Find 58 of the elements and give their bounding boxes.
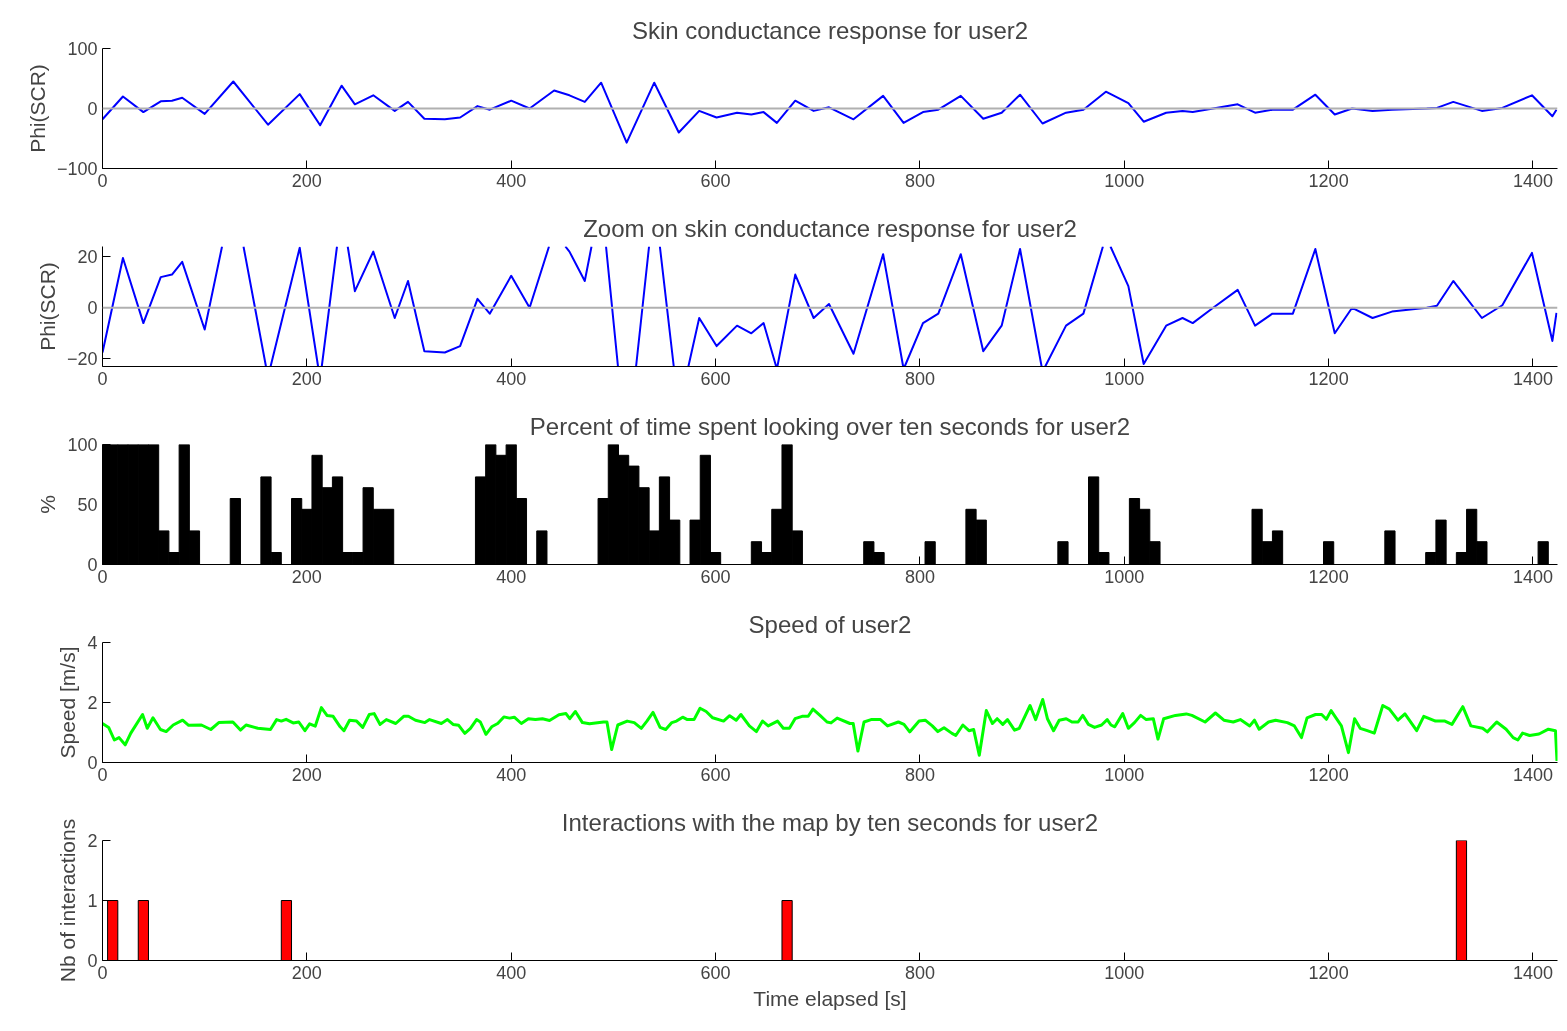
x-tick-label: 600 <box>700 566 731 587</box>
x-tick-label: 800 <box>904 368 935 389</box>
x-tick-label: 1000 <box>1104 962 1145 983</box>
x-axis-title: Time elapsed [s] <box>753 986 907 1010</box>
x-tick-label: 400 <box>496 368 527 389</box>
x-tick-label: 600 <box>700 170 731 191</box>
x-tick-label: 400 <box>496 566 527 587</box>
y-tick-label: 2 <box>87 693 98 713</box>
y-axis-title: Speed [m/s] <box>56 646 80 759</box>
x-tick-label: 1400 <box>1512 962 1553 983</box>
y-tick-label: 0 <box>87 99 98 119</box>
x-tick-label: 800 <box>904 764 935 785</box>
x-tick-label: 1400 <box>1512 368 1553 389</box>
x-tick-label: 1400 <box>1512 764 1553 785</box>
y-axis-title: Phi(SCR) <box>35 262 59 351</box>
x-tick-label: 1400 <box>1512 170 1553 191</box>
x-tick-label: 1400 <box>1512 566 1553 587</box>
chart-title: Percent of time spent looking over ten seconds for user2 <box>529 412 1131 440</box>
x-tick-label: 1000 <box>1104 368 1145 389</box>
x-tick-label: 1000 <box>1104 764 1145 785</box>
y-tick-label: 100 <box>67 435 98 455</box>
y-tick-label: 0 <box>87 298 98 319</box>
chart-title: Skin conductance response for user2 <box>631 16 1029 44</box>
x-tick-label: 200 <box>291 962 322 983</box>
y-tick-label: 2 <box>87 831 98 851</box>
x-tick-label: 200 <box>291 368 322 389</box>
x-tick-label: 1200 <box>1308 566 1349 587</box>
x-tick-label: 800 <box>904 566 935 587</box>
x-tick-label: 600 <box>700 764 731 785</box>
x-tick-label: 1200 <box>1308 962 1349 983</box>
y-tick-label: 50 <box>77 495 98 515</box>
y-tick-label: 100 <box>67 39 98 59</box>
chart-title: Speed of user2 <box>748 610 912 638</box>
y-tick-label: 20 <box>77 247 98 268</box>
y-tick-label: 1 <box>87 891 98 911</box>
y-tick-label: −100 <box>56 159 98 179</box>
x-tick-label: 1200 <box>1308 368 1349 389</box>
x-tick-label: 200 <box>291 566 322 587</box>
x-tick-label: 600 <box>700 368 731 389</box>
x-tick-label: 200 <box>291 764 322 785</box>
x-tick-label: 400 <box>496 962 527 983</box>
x-tick-label: 1200 <box>1308 764 1349 785</box>
x-tick-label: 600 <box>700 962 731 983</box>
x-tick-label: 1000 <box>1104 170 1145 191</box>
x-tick-label: 400 <box>496 764 527 785</box>
x-tick-label: 800 <box>904 170 935 191</box>
y-axis-title: Phi(SCR) <box>25 64 49 153</box>
chart-title: Zoom on skin conductance response for user2 <box>583 214 1077 242</box>
y-tick-label: 4 <box>87 633 98 653</box>
x-tick-label: 200 <box>291 170 322 191</box>
y-tick-label: −20 <box>66 349 98 370</box>
y-axis-title: % <box>36 495 60 514</box>
x-tick-label: 1200 <box>1308 170 1349 191</box>
x-tick-label: 1000 <box>1104 566 1145 587</box>
x-tick-label: 400 <box>496 170 527 191</box>
chart-title: Interactions with the map by ten seconds for user2 <box>561 808 1099 836</box>
y-axis-title: Nb of interactions <box>56 818 80 983</box>
x-tick-label: 800 <box>904 962 935 983</box>
